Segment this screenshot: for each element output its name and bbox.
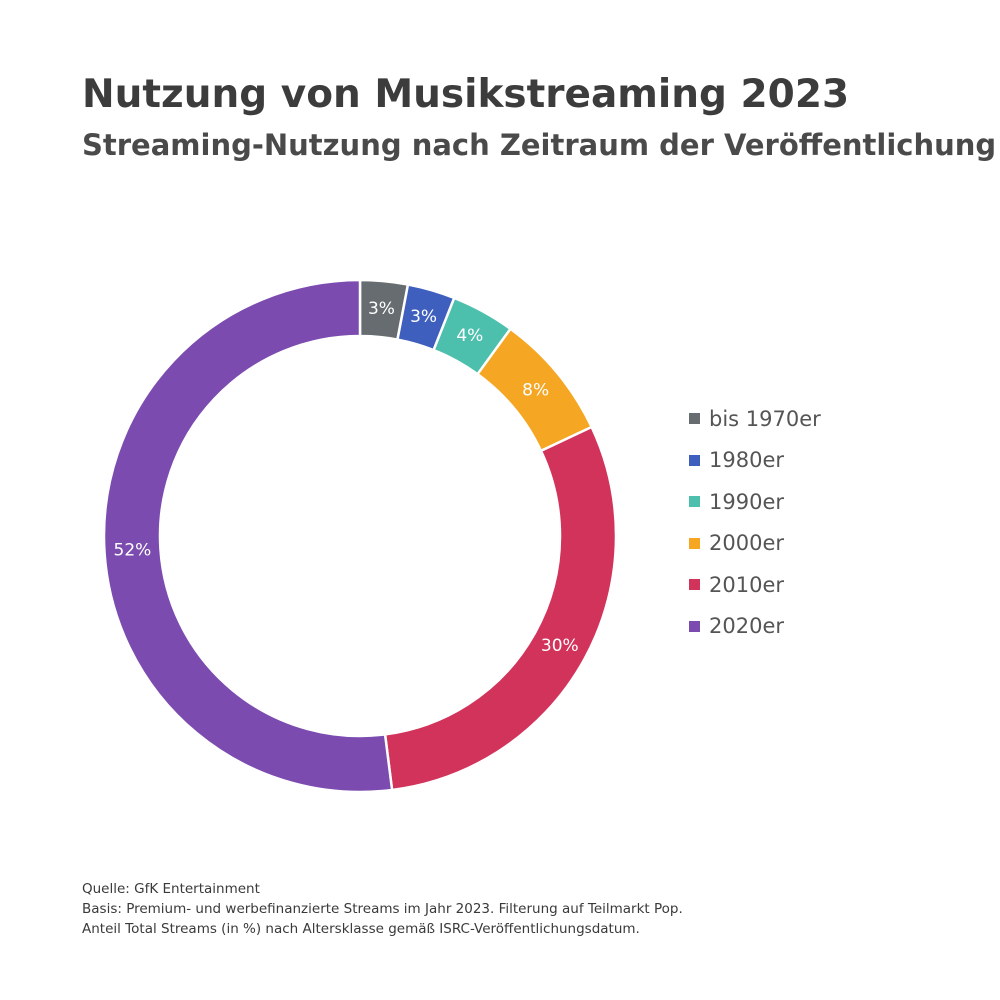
legend-swatch [689, 620, 700, 632]
page-title: Nutzung von Musikstreaming 2023 [82, 72, 850, 117]
footnote-source: Quelle: GfK Entertainment [82, 881, 260, 897]
data-label-2010er: 30% [541, 636, 579, 656]
chart-legend: bis 1970er 1980er 1990er 2000er 2010er 2020er [689, 398, 821, 647]
legend-swatch [689, 496, 700, 508]
legend-item: 2020er [689, 606, 821, 648]
legend-label: 2000er [709, 531, 784, 556]
legend-item: 2010er [689, 564, 821, 606]
legend-swatch [689, 537, 700, 549]
legend-swatch [689, 579, 700, 591]
donut-slices [102, 278, 618, 794]
data-label-1980er: 3% [410, 307, 437, 327]
donut-slice-2020er [102, 278, 394, 794]
legend-item: bis 1970er [689, 398, 821, 440]
page-subtitle: Streaming-Nutzung nach Zeitraum der Verö… [82, 128, 997, 162]
legend-item: 1980er [689, 440, 821, 482]
legend-label: 2020er [709, 614, 784, 639]
legend-label: 2010er [709, 572, 784, 597]
footnote-note: Anteil Total Streams (in %) nach Altersk… [82, 921, 640, 937]
legend-label: 1990er [709, 489, 784, 514]
donut-data-labels: 3% 3% 4% 8% 30% 52% [114, 299, 579, 656]
footnote-basis: Basis: Premium- und werbefinanzierte Str… [82, 901, 683, 917]
legend-swatch [689, 413, 700, 425]
data-label-2020er: 52% [114, 540, 152, 560]
legend-label: bis 1970er [709, 406, 821, 431]
legend-item: 2000er [689, 523, 821, 565]
data-label-2000er: 8% [522, 381, 549, 401]
legend-label: 1980er [709, 448, 784, 473]
footnotes: Quelle: GfK Entertainment Basis: Premium… [82, 879, 683, 939]
data-label-1990er: 4% [456, 326, 483, 346]
data-label-bis-1970er: 3% [368, 299, 395, 319]
legend-item: 1990er [689, 481, 821, 523]
legend-swatch [689, 454, 700, 466]
donut-slice-2010er [383, 425, 618, 792]
